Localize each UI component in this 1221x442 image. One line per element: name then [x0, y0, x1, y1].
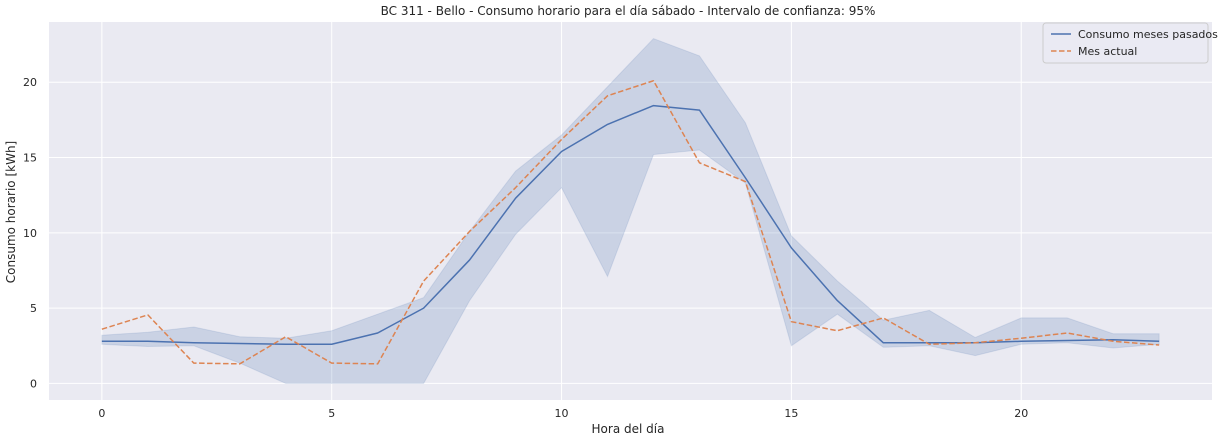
x-tick-label: 15 [784, 407, 798, 420]
y-tick-label: 0 [30, 377, 37, 390]
x-tick-label: 5 [328, 407, 335, 420]
legend-label-mes-actual: Mes actual [1078, 45, 1137, 58]
legend-box [1042, 22, 1209, 64]
chart-title: BC 311 - Bello - Consumo horario para el… [381, 4, 876, 18]
y-tick-label: 10 [23, 227, 37, 240]
x-axis-label: Hora del día [592, 422, 665, 436]
series-line-mes-actual [101, 79, 1160, 365]
legend: Consumo meses pasados Mes actual [1042, 22, 1218, 64]
y-tick-label: 5 [30, 302, 37, 315]
y-tick-label: 20 [23, 76, 37, 89]
grid-lines [49, 22, 1212, 400]
tick-labels: 0 5 10 15 20 0 5 10 15 20 [23, 76, 1028, 420]
y-axis-label: Consumo horario [kWh] [4, 141, 18, 283]
series-lines [101, 79, 1160, 365]
x-tick-label: 0 [98, 407, 105, 420]
x-tick-label: 20 [1014, 407, 1028, 420]
legend-label-consumo-meses-pasados: Consumo meses pasados [1078, 28, 1218, 41]
y-tick-label: 15 [23, 152, 37, 165]
plot-area [49, 22, 1212, 400]
x-tick-label: 10 [555, 407, 569, 420]
